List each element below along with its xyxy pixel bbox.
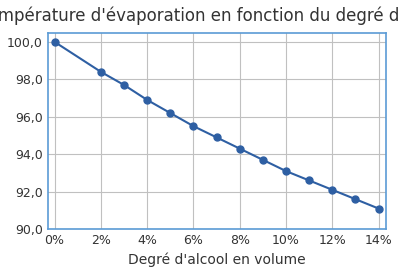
X-axis label: Degré d'alcool en volume: Degré d'alcool en volume [128,253,306,267]
Title: température d'évaporation en fonction du degré d'alcool: température d'évaporation en fonction du… [0,7,400,25]
